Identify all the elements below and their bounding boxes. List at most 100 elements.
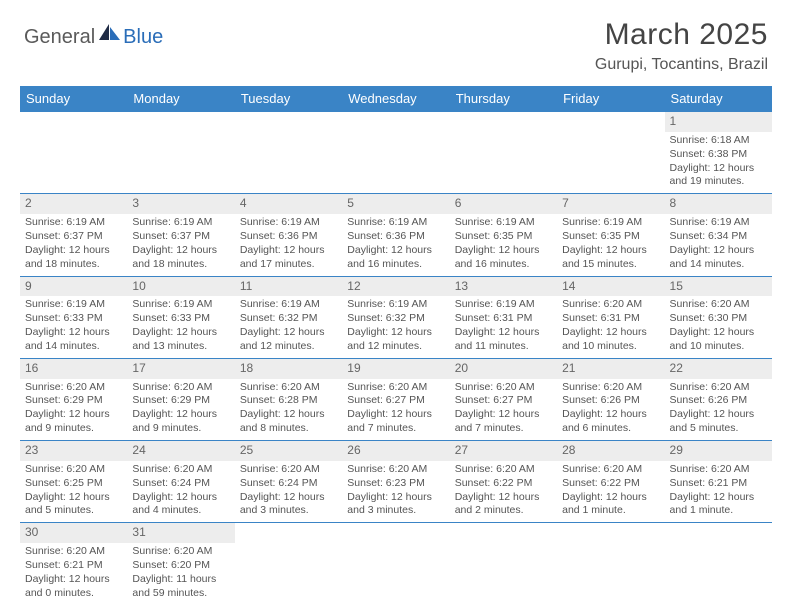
sunset-text: Sunset: 6:21 PM bbox=[25, 559, 122, 573]
calendar-day-cell: 27Sunrise: 6:20 AMSunset: 6:22 PMDayligh… bbox=[450, 441, 557, 523]
sunrise-text: Sunrise: 6:19 AM bbox=[347, 298, 444, 312]
day-number: 9 bbox=[20, 277, 127, 297]
daylight-text: and 12 minutes. bbox=[240, 340, 337, 354]
daylight-text: and 6 minutes. bbox=[562, 422, 659, 436]
day-number: 15 bbox=[665, 277, 772, 297]
daylight-text: and 0 minutes. bbox=[25, 587, 122, 601]
calendar-header-row: SundayMondayTuesdayWednesdayThursdayFrid… bbox=[20, 86, 772, 112]
sunrise-text: Sunrise: 6:19 AM bbox=[132, 216, 229, 230]
calendar-day-cell: 24Sunrise: 6:20 AMSunset: 6:24 PMDayligh… bbox=[127, 441, 234, 523]
calendar-day-cell bbox=[557, 112, 664, 194]
calendar-day-cell: 14Sunrise: 6:20 AMSunset: 6:31 PMDayligh… bbox=[557, 276, 664, 358]
sunrise-text: Sunrise: 6:20 AM bbox=[25, 381, 122, 395]
sunrise-text: Sunrise: 6:20 AM bbox=[455, 463, 552, 477]
sunset-text: Sunset: 6:21 PM bbox=[670, 477, 767, 491]
daylight-text: and 1 minute. bbox=[670, 504, 767, 518]
daylight-text: and 3 minutes. bbox=[240, 504, 337, 518]
daylight-text: and 13 minutes. bbox=[132, 340, 229, 354]
daylight-text: Daylight: 12 hours bbox=[25, 408, 122, 422]
day-number: 6 bbox=[450, 194, 557, 214]
calendar-day-cell bbox=[127, 112, 234, 194]
weekday-header: Friday bbox=[557, 86, 664, 112]
daylight-text: Daylight: 12 hours bbox=[25, 573, 122, 587]
day-number: 29 bbox=[665, 441, 772, 461]
calendar-day-cell bbox=[342, 112, 449, 194]
calendar-day-cell bbox=[342, 523, 449, 605]
calendar-day-cell: 15Sunrise: 6:20 AMSunset: 6:30 PMDayligh… bbox=[665, 276, 772, 358]
page-title: March 2025 bbox=[595, 18, 768, 52]
sunrise-text: Sunrise: 6:19 AM bbox=[347, 216, 444, 230]
sunrise-text: Sunrise: 6:20 AM bbox=[240, 463, 337, 477]
sunset-text: Sunset: 6:26 PM bbox=[562, 394, 659, 408]
sail-icon bbox=[99, 24, 121, 47]
calendar-week: 30Sunrise: 6:20 AMSunset: 6:21 PMDayligh… bbox=[20, 523, 772, 605]
logo-text-blue: Blue bbox=[123, 26, 163, 49]
daylight-text: and 11 minutes. bbox=[455, 340, 552, 354]
daylight-text: and 17 minutes. bbox=[240, 258, 337, 272]
sunrise-text: Sunrise: 6:19 AM bbox=[455, 298, 552, 312]
sunset-text: Sunset: 6:37 PM bbox=[25, 230, 122, 244]
sunset-text: Sunset: 6:24 PM bbox=[240, 477, 337, 491]
daylight-text: Daylight: 12 hours bbox=[562, 244, 659, 258]
calendar-day-cell: 9Sunrise: 6:19 AMSunset: 6:33 PMDaylight… bbox=[20, 276, 127, 358]
title-block: March 2025 Gurupi, Tocantins, Brazil bbox=[595, 18, 768, 74]
calendar-day-cell: 4Sunrise: 6:19 AMSunset: 6:36 PMDaylight… bbox=[235, 194, 342, 276]
day-number: 25 bbox=[235, 441, 342, 461]
daylight-text: Daylight: 12 hours bbox=[132, 244, 229, 258]
daylight-text: Daylight: 12 hours bbox=[132, 326, 229, 340]
logo-text-general: General bbox=[24, 26, 95, 49]
calendar-week: 9Sunrise: 6:19 AMSunset: 6:33 PMDaylight… bbox=[20, 276, 772, 358]
day-number: 8 bbox=[665, 194, 772, 214]
daylight-text: and 9 minutes. bbox=[132, 422, 229, 436]
daylight-text: and 5 minutes. bbox=[25, 504, 122, 518]
sunset-text: Sunset: 6:24 PM bbox=[132, 477, 229, 491]
day-number: 31 bbox=[127, 523, 234, 543]
day-number: 4 bbox=[235, 194, 342, 214]
sunrise-text: Sunrise: 6:20 AM bbox=[670, 381, 767, 395]
calendar-day-cell bbox=[665, 523, 772, 605]
sunrise-text: Sunrise: 6:19 AM bbox=[240, 216, 337, 230]
calendar-day-cell: 10Sunrise: 6:19 AMSunset: 6:33 PMDayligh… bbox=[127, 276, 234, 358]
calendar-day-cell bbox=[557, 523, 664, 605]
sunset-text: Sunset: 6:22 PM bbox=[455, 477, 552, 491]
sunrise-text: Sunrise: 6:20 AM bbox=[132, 463, 229, 477]
sunset-text: Sunset: 6:35 PM bbox=[455, 230, 552, 244]
daylight-text: and 3 minutes. bbox=[347, 504, 444, 518]
daylight-text: Daylight: 12 hours bbox=[240, 326, 337, 340]
sunrise-text: Sunrise: 6:19 AM bbox=[240, 298, 337, 312]
daylight-text: and 5 minutes. bbox=[670, 422, 767, 436]
day-number: 26 bbox=[342, 441, 449, 461]
day-number: 10 bbox=[127, 277, 234, 297]
sunset-text: Sunset: 6:27 PM bbox=[347, 394, 444, 408]
calendar-day-cell: 17Sunrise: 6:20 AMSunset: 6:29 PMDayligh… bbox=[127, 358, 234, 440]
calendar-week: 23Sunrise: 6:20 AMSunset: 6:25 PMDayligh… bbox=[20, 441, 772, 523]
calendar-day-cell: 2Sunrise: 6:19 AMSunset: 6:37 PMDaylight… bbox=[20, 194, 127, 276]
sunset-text: Sunset: 6:30 PM bbox=[670, 312, 767, 326]
calendar-day-cell bbox=[20, 112, 127, 194]
daylight-text: Daylight: 12 hours bbox=[132, 408, 229, 422]
location-label: Gurupi, Tocantins, Brazil bbox=[595, 56, 768, 74]
sunset-text: Sunset: 6:22 PM bbox=[562, 477, 659, 491]
calendar-day-cell bbox=[450, 523, 557, 605]
weekday-header: Sunday bbox=[20, 86, 127, 112]
sunset-text: Sunset: 6:36 PM bbox=[347, 230, 444, 244]
calendar-day-cell: 21Sunrise: 6:20 AMSunset: 6:26 PMDayligh… bbox=[557, 358, 664, 440]
sunset-text: Sunset: 6:37 PM bbox=[132, 230, 229, 244]
calendar-day-cell bbox=[235, 112, 342, 194]
daylight-text: Daylight: 12 hours bbox=[455, 244, 552, 258]
calendar-day-cell: 8Sunrise: 6:19 AMSunset: 6:34 PMDaylight… bbox=[665, 194, 772, 276]
daylight-text: and 19 minutes. bbox=[670, 175, 767, 189]
daylight-text: and 14 minutes. bbox=[25, 340, 122, 354]
sunset-text: Sunset: 6:26 PM bbox=[670, 394, 767, 408]
daylight-text: and 7 minutes. bbox=[347, 422, 444, 436]
weekday-header: Monday bbox=[127, 86, 234, 112]
daylight-text: Daylight: 12 hours bbox=[347, 244, 444, 258]
calendar-day-cell bbox=[450, 112, 557, 194]
calendar-day-cell: 28Sunrise: 6:20 AMSunset: 6:22 PMDayligh… bbox=[557, 441, 664, 523]
sunset-text: Sunset: 6:25 PM bbox=[25, 477, 122, 491]
day-number: 3 bbox=[127, 194, 234, 214]
daylight-text: and 2 minutes. bbox=[455, 504, 552, 518]
daylight-text: Daylight: 12 hours bbox=[670, 326, 767, 340]
day-number: 23 bbox=[20, 441, 127, 461]
day-number: 24 bbox=[127, 441, 234, 461]
